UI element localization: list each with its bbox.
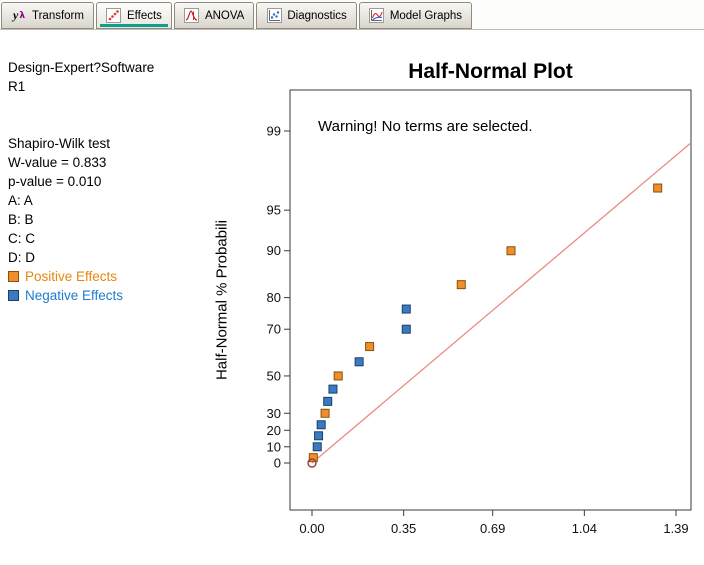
tab-model-graphs[interactable]: Model Graphs [358,2,473,29]
reference-line [311,142,692,464]
effects-plot-icon [106,8,122,24]
positive-effect-point[interactable] [320,408,330,418]
info-panel: Design-Expert?Software R1 Shapiro-Wilk t… [8,58,228,305]
model-graphs-icon [369,8,385,24]
software-title: Design-Expert?Software [8,60,155,75]
negative-effect-point[interactable] [401,304,411,314]
y-tick-label: 70 [267,322,281,337]
x-tick-label: 0.69 [480,521,505,536]
legend-label: Positive Effects [25,269,118,284]
tab-label: ANOVA [204,9,245,22]
y-tick-label: 99 [267,124,281,139]
negative-effects-swatch [8,290,19,301]
shapiro-wilk-label: Shapiro-Wilk test [8,136,111,151]
origin-marker[interactable] [307,458,317,468]
tab-effects[interactable]: Effects [95,2,172,29]
positive-effect-point[interactable] [506,246,516,256]
y-tick-label: 10 [267,439,281,454]
negative-effect-point[interactable] [354,357,364,367]
diagnostics-scatter-icon [266,8,282,24]
y-tick-label: 80 [267,290,281,305]
positive-effect-point[interactable] [365,342,375,352]
positive-effect-point[interactable] [456,280,466,290]
y-tick-label: 50 [267,368,281,383]
p-value: p-value = 0.010 [8,174,102,189]
positive-effect-point[interactable] [653,183,663,193]
factor-d: D: D [8,250,35,265]
tab-anova[interactable]: ANOVA [173,2,255,29]
negative-effect-point[interactable] [323,396,333,406]
negative-effect-point[interactable] [316,420,326,430]
negative-effect-point[interactable] [328,384,338,394]
positive-effect-point[interactable] [333,371,343,381]
x-tick-label: 1.39 [663,521,688,536]
response-name: R1 [8,79,26,94]
legend-label: Negative Effects [25,288,124,303]
tab-label: Model Graphs [389,9,463,22]
y-tick-label: 90 [267,243,281,258]
chart-title: Half-Normal Plot [408,60,573,83]
anova-curve-icon [184,8,200,24]
warning-text: Warning! No terms are selected. [318,118,533,135]
y-tick-label: 30 [267,406,281,421]
x-tick-label: 0.35 [391,521,416,536]
w-value: W-value = 0.833 [8,155,107,170]
legend-negative-effects: Negative Effects [8,286,228,305]
negative-effect-point[interactable] [401,324,411,334]
positive-effects-swatch [8,271,19,282]
y-tick-label: 0 [274,456,281,471]
plot-frame [289,89,692,511]
factor-b: B: B [8,212,34,227]
x-tick-label: 0.00 [299,521,324,536]
y-tick-label: 95 [267,203,281,218]
tab-label: Diagnostics [287,9,347,22]
y-tick-label: 20 [267,423,281,438]
tab-diagnostics[interactable]: Diagnostics [256,2,357,29]
negative-effect-point[interactable] [314,431,324,441]
tab-label: Transform [32,9,84,22]
legend-positive-effects: Positive Effects [8,267,228,286]
y-axis-label: Half-Normal % Probabili [213,219,231,381]
x-tick-label: 1.04 [572,521,597,536]
negative-effect-point[interactable] [312,442,322,452]
factor-a: A: A [8,193,33,208]
tab-label: Effects [126,9,162,22]
factor-c: C: C [8,231,35,246]
positive-effect-point[interactable] [308,453,318,463]
spacer [8,96,228,134]
